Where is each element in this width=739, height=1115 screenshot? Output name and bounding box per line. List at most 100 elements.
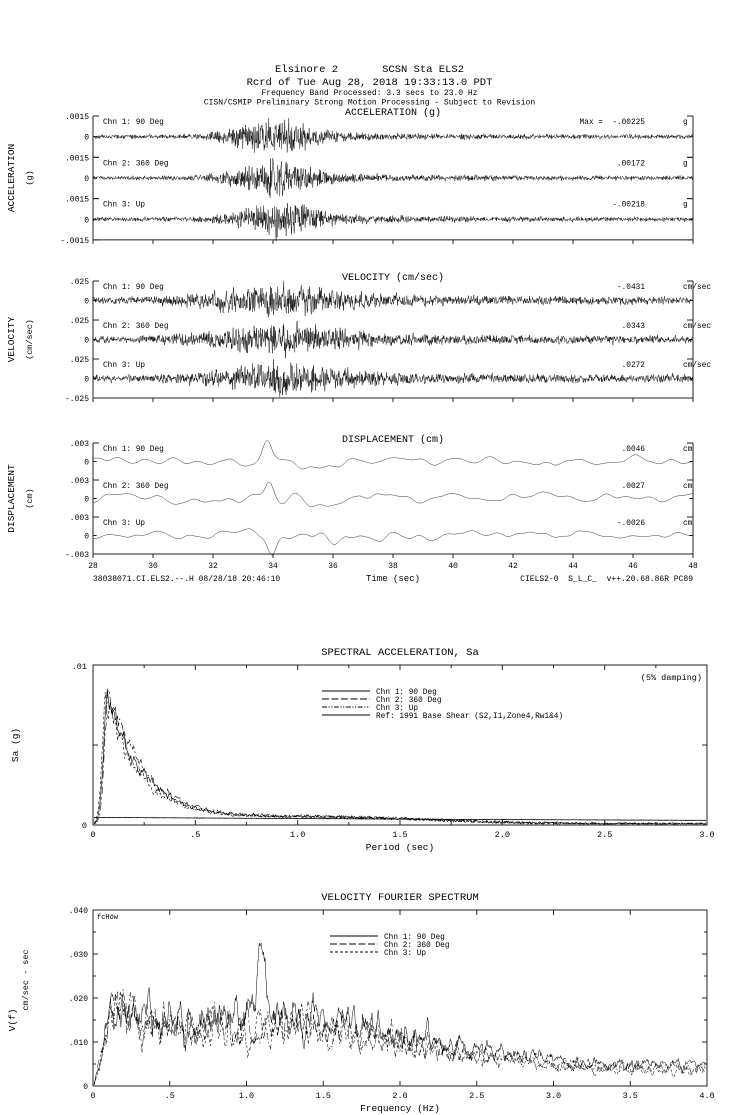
svg-text:Ref: 1991 Base Shear (S2,I1,Zo: Ref: 1991 Base Shear (S2,I1,Zone4,Rw1&4): [376, 713, 563, 721]
svg-text:(cm): (cm): [25, 488, 35, 508]
svg-text:CISN/CSMIP Preliminary Strong: CISN/CSMIP Preliminary Strong Motion Pro…: [204, 99, 535, 108]
svg-text:.0343: .0343: [622, 323, 646, 331]
svg-text:Chn 1: 90 Deg: Chn 1: 90 Deg: [376, 689, 437, 697]
svg-text:.0015: .0015: [65, 113, 89, 122]
svg-text:CIELS2-0 S_L_C_ v++.20.68.86: CIELS2-0 S_L_C_ v++.20.68.86R PC89: [520, 575, 693, 584]
svg-text:Chn 1: 90 Deg: Chn 1: 90 Deg: [384, 934, 445, 942]
svg-text:1.5: 1.5: [316, 1091, 331, 1101]
svg-text:0: 0: [84, 459, 89, 468]
svg-text:g: g: [683, 202, 688, 210]
svg-text:-.0015: -.0015: [60, 237, 89, 246]
svg-text:36: 36: [328, 562, 338, 571]
svg-text:.00172: .00172: [617, 160, 645, 168]
svg-text:.0015: .0015: [65, 154, 89, 163]
svg-text:Chn 3: Up: Chn 3: Up: [103, 520, 145, 528]
svg-text:.010: .010: [69, 1039, 88, 1048]
svg-text:Chn 1: 90 Deg: Chn 1: 90 Deg: [103, 284, 164, 292]
svg-text:cm: cm: [683, 483, 693, 491]
svg-text:Sa (g): Sa (g): [10, 728, 21, 762]
svg-text:Time (sec): Time (sec): [366, 574, 420, 584]
svg-text:Chn 2: 360 Deg: Chn 2: 360 Deg: [103, 323, 169, 331]
svg-text:-.0026: -.0026: [617, 520, 645, 528]
svg-text:0: 0: [84, 298, 89, 307]
svg-text:.025: .025: [70, 317, 89, 326]
svg-text:cm/sec - sec: cm/sec - sec: [21, 949, 31, 1010]
svg-text:38: 38: [388, 562, 398, 571]
svg-text:46: 46: [628, 562, 638, 571]
svg-text:3.0: 3.0: [546, 1091, 561, 1101]
svg-text:42: 42: [508, 562, 518, 571]
svg-text:ACCELERATION (g): ACCELERATION (g): [345, 107, 441, 119]
svg-text:Chn 2: 360 Deg: Chn 2: 360 Deg: [103, 483, 169, 491]
svg-text:fcHöw: fcHöw: [97, 914, 119, 922]
svg-text:ACCELERATION: ACCELERATION: [6, 144, 17, 212]
svg-text:-.00218: -.00218: [612, 202, 645, 210]
svg-text:Chn 1: 90 Deg: Chn 1: 90 Deg: [103, 446, 164, 454]
svg-text:2.0: 2.0: [495, 830, 510, 840]
svg-text:DISPLACEMENT (cm): DISPLACEMENT (cm): [342, 434, 444, 446]
svg-text:.01: .01: [72, 662, 87, 672]
svg-text:0: 0: [84, 175, 89, 184]
svg-text:(5% damping): (5% damping): [641, 673, 702, 683]
svg-text:Chn 3: Up: Chn 3: Up: [103, 362, 145, 370]
svg-text:44: 44: [568, 562, 578, 571]
svg-text:4.0: 4.0: [699, 1091, 714, 1101]
svg-text:0: 0: [84, 216, 89, 225]
svg-text:.0027: .0027: [622, 483, 646, 491]
svg-text:Chn 2: 360 Deg: Chn 2: 360 Deg: [384, 942, 450, 950]
svg-text:.003: .003: [70, 514, 89, 523]
svg-text:cm/sec: cm/sec: [683, 323, 711, 331]
svg-text:VELOCITY (cm/sec): VELOCITY (cm/sec): [342, 272, 444, 284]
svg-text:.003: .003: [70, 477, 89, 486]
svg-text:0: 0: [82, 821, 87, 831]
svg-text:.020: .020: [69, 995, 88, 1004]
svg-text:cm: cm: [683, 520, 693, 528]
svg-text:0: 0: [90, 1091, 95, 1101]
svg-text:.025: .025: [70, 278, 89, 287]
svg-text:3.0: 3.0: [699, 830, 714, 840]
svg-text:28: 28: [88, 562, 98, 571]
svg-text:Elsinore 2 SCSN Sta ELS2: Elsinore 2 SCSN Sta ELS2: [275, 64, 464, 76]
svg-text:cm/sec: cm/sec: [683, 284, 711, 292]
svg-text:40: 40: [448, 562, 458, 571]
svg-text:32: 32: [208, 562, 218, 571]
svg-text:0: 0: [83, 1083, 88, 1092]
svg-text:Rcrd of Tue Aug 28, 2018 19:33: Rcrd of Tue Aug 28, 2018 19:33:13.0 PDT: [247, 77, 493, 89]
svg-text:.0272: .0272: [622, 362, 646, 370]
svg-text:38038071.CI.ELS2.--.H 08/28/18: 38038071.CI.ELS2.--.H 08/28/18 20:46:10: [93, 575, 280, 584]
svg-text:2.5: 2.5: [469, 1091, 484, 1101]
svg-text:Chn 3: Up: Chn 3: Up: [384, 950, 426, 958]
svg-text:DISPLACEMENT: DISPLACEMENT: [6, 464, 17, 533]
svg-text:0: 0: [84, 134, 89, 143]
svg-text:3.5: 3.5: [623, 1091, 638, 1101]
svg-text:-.025: -.025: [65, 395, 89, 404]
svg-text:V(f): V(f): [7, 1009, 18, 1032]
svg-text:2.0: 2.0: [392, 1091, 407, 1101]
svg-text:Frequency Band Processed: 3.3: Frequency Band Processed: 3.3 secs to 23…: [261, 89, 477, 98]
svg-text:g: g: [683, 160, 688, 168]
svg-text:.030: .030: [69, 951, 88, 960]
svg-text:0: 0: [84, 376, 89, 385]
svg-text:2.5: 2.5: [597, 830, 612, 840]
svg-text:Chn 2: 360 Deg: Chn 2: 360 Deg: [103, 160, 169, 168]
svg-text:Chn 3: Up: Chn 3: Up: [103, 202, 145, 210]
svg-text:0: 0: [84, 337, 89, 346]
svg-text:0: 0: [84, 533, 89, 542]
svg-text:cm: cm: [683, 446, 693, 454]
svg-text:.040: .040: [69, 907, 88, 916]
svg-text:-.0431: -.0431: [617, 284, 645, 292]
svg-text:1.0: 1.0: [239, 1091, 254, 1101]
svg-text:Max = -.00225: Max = -.00225: [579, 119, 645, 127]
svg-text:Chn 3: Up: Chn 3: Up: [376, 705, 418, 713]
svg-text:.025: .025: [70, 356, 89, 365]
svg-text:.5: .5: [190, 830, 200, 840]
svg-text:Period (sec): Period (sec): [366, 842, 434, 853]
svg-text:(g): (g): [25, 170, 35, 185]
svg-text:48: 48: [688, 562, 698, 571]
svg-text:1.0: 1.0: [290, 830, 305, 840]
svg-text:Chn 2: 360 Deg: Chn 2: 360 Deg: [376, 697, 442, 705]
svg-text:.5: .5: [165, 1091, 175, 1101]
svg-text:SPECTRAL ACCELERATION, Sa: SPECTRAL ACCELERATION, Sa: [321, 647, 479, 659]
svg-text:VELOCITY FOURIER SPECTRUM: VELOCITY FOURIER SPECTRUM: [321, 892, 479, 904]
svg-text:1.5: 1.5: [392, 830, 407, 840]
